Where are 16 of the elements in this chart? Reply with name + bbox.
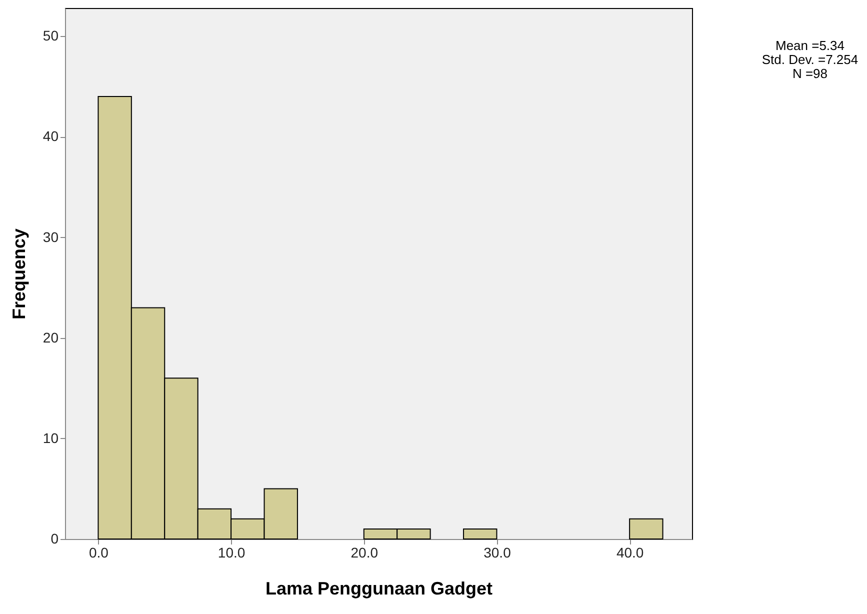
y-tick-label: 10	[42, 430, 59, 446]
y-tick-label: 50	[42, 28, 59, 44]
y-tick-label: 30	[42, 228, 59, 245]
x-axis-title: Lama Penggunaan Gadget	[265, 578, 493, 598]
x-tick-label: 30.0	[484, 544, 512, 560]
y-tick-label: 20	[42, 329, 59, 346]
y-tick-label: 0	[50, 530, 59, 546]
text: N =98	[792, 66, 828, 81]
x-tick-label: 20.0	[350, 544, 378, 560]
x-tick-label: 0.0	[88, 544, 109, 560]
x-tick-label: 10.0	[218, 544, 246, 560]
x-tick-label: 40.0	[616, 544, 644, 560]
y-tick-label: 40	[42, 128, 59, 144]
y-axis-title: Frequency	[8, 228, 29, 320]
text: Mean =5.34	[775, 38, 845, 53]
text: Std. Dev. =7.254	[762, 52, 858, 67]
